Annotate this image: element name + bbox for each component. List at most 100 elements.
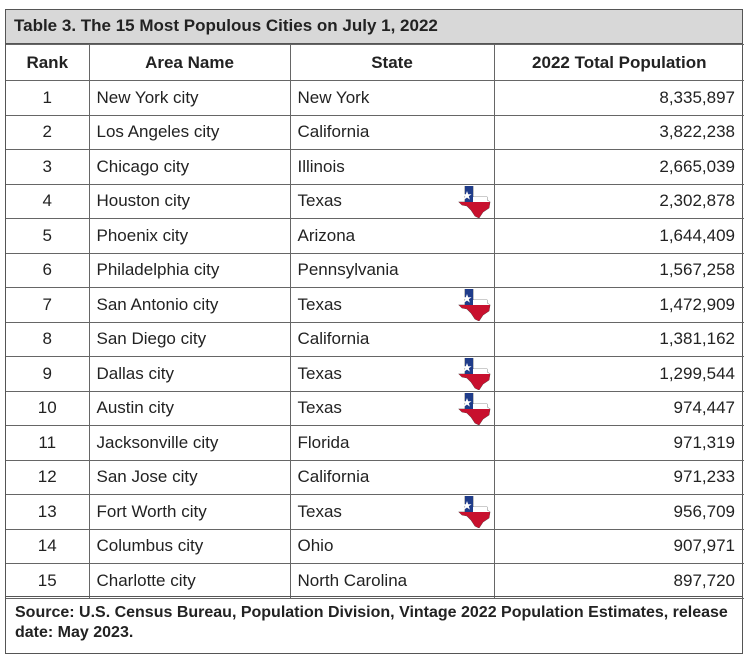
rank-cell-text: 2	[42, 122, 52, 142]
table-row: 5 Phoenix city Arizona 1,644,409	[6, 218, 744, 254]
source-note: Source: U.S. Census Bureau, Population D…	[6, 596, 742, 643]
population-cell-text: 907,971	[673, 536, 735, 556]
header-state: State	[289, 44, 495, 81]
population-cell-text: 971,233	[673, 467, 735, 487]
state-cell-text: California	[297, 122, 370, 142]
table-row: 12 San Jose city California 971,233	[6, 459, 744, 495]
area-name-cell-text: San Antonio city	[96, 294, 219, 314]
population-cell: 2,665,039	[493, 149, 744, 185]
area-name-cell-text: Chicago city	[96, 156, 190, 176]
rank-cell-text: 3	[42, 156, 52, 176]
area-name-cell-text: Columbus city	[96, 536, 204, 556]
state-cell-text: New York	[297, 87, 370, 107]
rank-cell-text: 7	[42, 294, 52, 314]
population-cell: 907,971	[493, 528, 744, 564]
state-cell: Texas	[289, 287, 495, 323]
area-name-cell: Philadelphia city	[88, 252, 291, 288]
table-row: 13 Fort Worth city Texas 956,709	[6, 494, 744, 530]
state-cell-text: California	[297, 467, 370, 487]
rank-cell: 9	[6, 356, 90, 392]
table-header-row: Rank Area Name State 2022 Total Populati…	[6, 44, 744, 81]
rank-cell: 14	[6, 528, 90, 564]
area-name-cell: Chicago city	[88, 149, 291, 185]
rank-cell-text: 6	[42, 260, 52, 280]
area-name-cell-text: San Jose city	[96, 467, 198, 487]
population-cell: 1,299,544	[493, 356, 744, 392]
area-name-cell: Los Angeles city	[88, 114, 291, 150]
population-cell-text: 1,381,162	[659, 329, 735, 349]
rank-cell-text: 8	[42, 329, 52, 349]
state-cell: Illinois	[289, 149, 495, 185]
header-population: 2022 Total Population	[493, 44, 744, 81]
rank-cell-text: 13	[37, 501, 57, 521]
state-cell: Texas	[289, 183, 495, 219]
texas-flag-icon	[457, 289, 490, 321]
population-table-frame: Table 3. The 15 Most Populous Cities on …	[5, 9, 744, 654]
population-cell: 2,302,878	[493, 183, 744, 219]
state-cell: Ohio	[289, 528, 495, 564]
state-cell: California	[289, 459, 495, 495]
state-cell: New York	[289, 80, 495, 116]
population-cell-text: 1,567,258	[659, 260, 735, 280]
state-cell-text: Florida	[297, 432, 350, 452]
area-name-cell: Dallas city	[88, 356, 291, 392]
table-row: 9 Dallas city Texas 1,299,544	[6, 356, 744, 392]
state-cell: Texas	[289, 494, 495, 530]
area-name-cell-text: Phoenix city	[96, 225, 189, 245]
area-name-cell-text: Fort Worth city	[96, 501, 207, 521]
population-cell-text: 8,335,897	[659, 87, 735, 107]
population-cell: 1,567,258	[493, 252, 744, 288]
state-cell-text: Pennsylvania	[297, 260, 399, 280]
state-cell-text: California	[297, 329, 370, 349]
area-name-cell-text: San Diego city	[96, 329, 207, 349]
population-cell: 956,709	[493, 494, 744, 530]
population-cell: 1,644,409	[493, 218, 744, 254]
population-cell: 897,720	[493, 563, 744, 599]
rank-cell: 8	[6, 321, 90, 357]
area-name-cell-text: Dallas city	[96, 363, 174, 383]
header-area-name: Area Name	[88, 44, 291, 81]
population-cell: 971,319	[493, 425, 744, 461]
population-cell-text: 956,709	[673, 501, 735, 521]
rank-cell-text: 1	[42, 87, 52, 107]
table-row: 14 Columbus city Ohio 907,971	[6, 528, 744, 564]
area-name-cell: Fort Worth city	[88, 494, 291, 530]
rank-cell: 12	[6, 459, 90, 495]
texas-flag-icon	[457, 392, 490, 425]
table-row: 4 Houston city Texas 2,302,878	[6, 183, 744, 219]
state-cell-text: Arizona	[297, 225, 356, 245]
rank-cell: 2	[6, 114, 90, 150]
table-row: 8 San Diego city California 1,381,162	[6, 321, 744, 357]
area-name-cell: Jacksonville city	[88, 425, 291, 461]
rank-cell: 10	[6, 390, 90, 426]
population-cell-text: 2,665,039	[659, 156, 735, 176]
table-row: 6 Philadelphia city Pennsylvania 1,567,258	[6, 252, 744, 288]
rank-cell-text: 12	[37, 467, 57, 487]
table-row: 10 Austin city Texas 974,447	[6, 390, 744, 426]
population-cell-text: 2,302,878	[659, 191, 735, 211]
area-name-cell-text: Jacksonville city	[96, 432, 219, 452]
area-name-cell-text: Charlotte city	[96, 570, 196, 590]
rank-cell: 4	[6, 183, 90, 219]
rank-cell: 15	[6, 563, 90, 599]
rank-cell-text: 11	[38, 432, 57, 452]
population-cell: 3,822,238	[493, 114, 744, 150]
population-cell-text: 974,447	[673, 398, 735, 418]
area-name-cell: Phoenix city	[88, 218, 291, 254]
area-name-cell-text: Houston city	[96, 191, 191, 211]
rank-cell-text: 15	[37, 570, 57, 590]
table-row: 7 San Antonio city Texas 1,472,909	[6, 287, 744, 323]
area-name-cell-text: Austin city	[96, 398, 174, 418]
rank-cell: 13	[6, 494, 90, 530]
rank-cell: 7	[6, 287, 90, 323]
table-row: 3 Chicago city Illinois 2,665,039	[6, 149, 744, 185]
state-cell-text: Texas	[297, 191, 342, 211]
state-cell-text: Texas	[297, 363, 342, 383]
header-rank: Rank	[6, 44, 90, 81]
area-name-cell-text: Los Angeles city	[96, 122, 220, 142]
population-cell-text: 897,720	[673, 570, 735, 590]
rank-cell-text: 5	[42, 225, 52, 245]
state-cell-text: Texas	[297, 398, 342, 418]
table-title: Table 3. The 15 Most Populous Cities on …	[6, 10, 742, 44]
state-cell-text: Texas	[297, 501, 342, 521]
